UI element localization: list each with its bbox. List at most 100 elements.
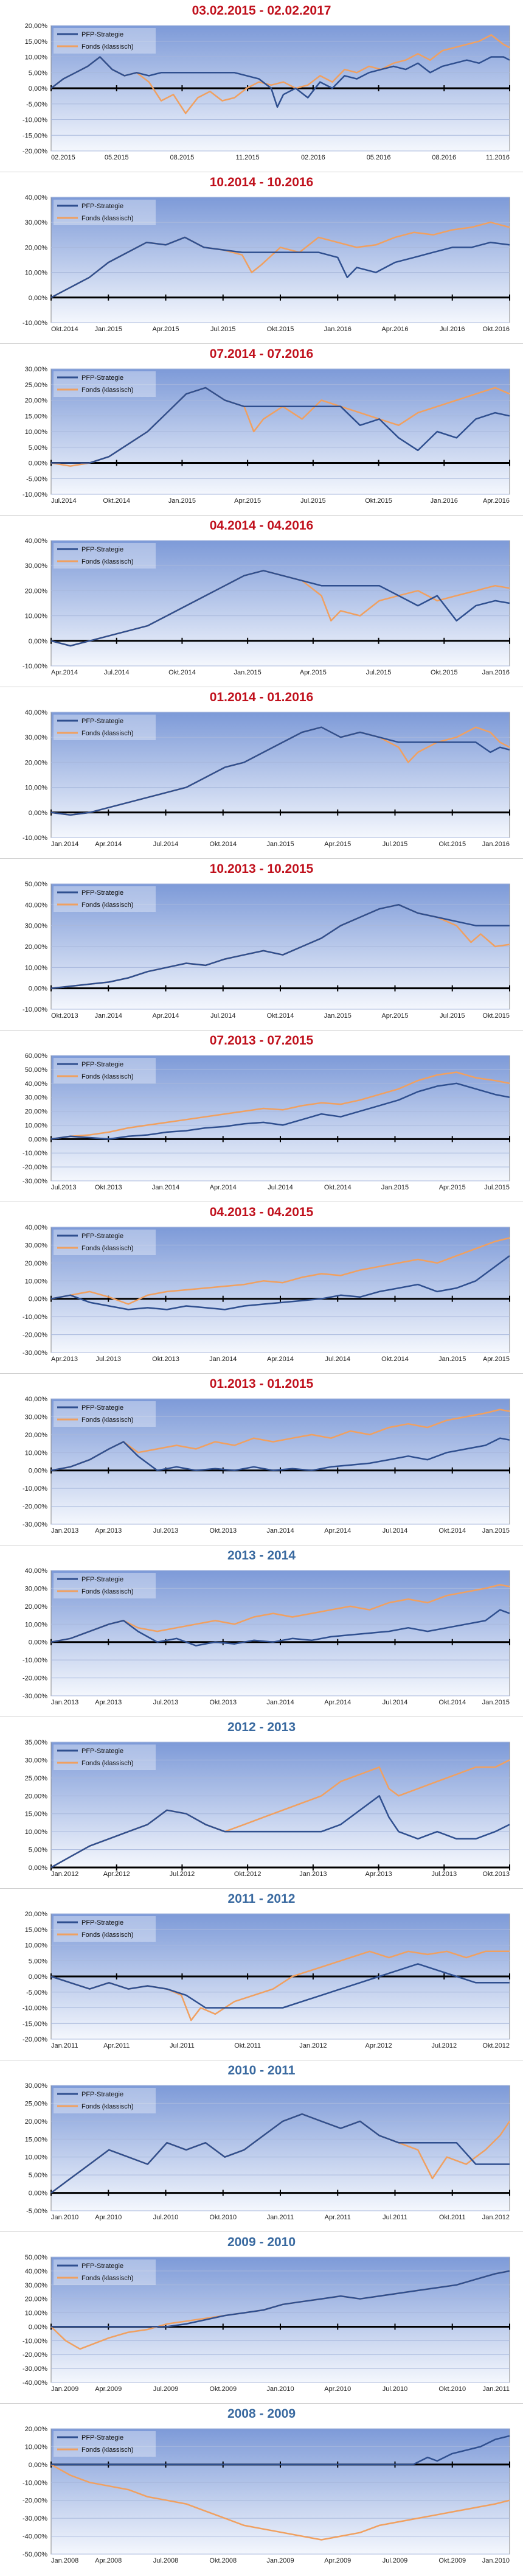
y-tick-label: 30,00% bbox=[25, 1757, 48, 1764]
plot-area bbox=[50, 712, 510, 838]
y-tick-label: -5,00% bbox=[26, 475, 47, 483]
chart-title: 01.2013 - 01.2015 bbox=[209, 1377, 314, 1391]
legend: PFP-Strategie Fonds (klassisch) bbox=[54, 886, 156, 912]
legend-label-fund: Fonds (klassisch) bbox=[81, 2103, 134, 2110]
chart-panel: 01.2013 - 01.2015 40,00% 30,00% 20,00% 10,00… bbox=[0, 1373, 523, 1545]
legend-label-strategy: PFP-Strategie bbox=[81, 203, 123, 210]
x-tick-label: Okt.2011 bbox=[234, 2042, 261, 2049]
x-tick-label: Jan.2011 bbox=[267, 2214, 294, 2221]
legend-label-fund: Fonds (klassisch) bbox=[81, 215, 134, 222]
x-tick-label: Jan.2009 bbox=[51, 2385, 78, 2393]
chart-title: 2008 - 2009 bbox=[227, 2407, 296, 2421]
x-tick-label: Apr.2015 bbox=[483, 1356, 510, 1363]
x-tick-label: Okt.2012 bbox=[234, 1871, 262, 1878]
x-tick-label: Jul.2013 bbox=[51, 1184, 77, 1191]
x-tick-label: Apr.2014 bbox=[152, 1012, 179, 1020]
y-tick-label: 40,00% bbox=[25, 1396, 48, 1403]
y-tick-label: 30,00% bbox=[25, 1413, 48, 1421]
x-tick-label: Jul.2014 bbox=[268, 1184, 293, 1191]
x-tick-label: Jul.2010 bbox=[153, 2214, 179, 2221]
y-tick-label: -10,00% bbox=[23, 1314, 47, 1321]
chart-title: 10.2013 - 10.2015 bbox=[209, 862, 314, 876]
legend-label-fund: Fonds (klassisch) bbox=[81, 43, 134, 51]
y-tick-label: 20,00% bbox=[25, 587, 48, 595]
line-chart: 40,00% 30,00% 20,00% 10,00% 0,00% -10,00% Okt.… bbox=[23, 194, 510, 333]
series-line-strategy bbox=[51, 2270, 510, 2328]
legend-box bbox=[54, 543, 156, 569]
y-tick-label: 30,00% bbox=[25, 923, 48, 930]
legend: PFP-Strategie Fonds (klassisch) bbox=[54, 1230, 156, 1255]
legend-box bbox=[54, 1230, 156, 1255]
legend: PFP-Strategie Fonds (klassisch) bbox=[54, 1573, 156, 1598]
y-tick-label: -10,00% bbox=[23, 2005, 47, 2012]
x-tick-label: Okt.2015 bbox=[438, 841, 466, 848]
x-tick-label: Jan.2013 bbox=[51, 1527, 78, 1535]
panel-divider bbox=[0, 515, 523, 516]
chart-panel: 2012 - 2013 35,00% 30,00% 25,00% 20,00% 15,00… bbox=[0, 1717, 523, 1888]
series-line-strategy bbox=[51, 387, 510, 464]
x-tick-label: Jul.2013 bbox=[153, 1699, 179, 1706]
y-tick-label: -40,00% bbox=[23, 2379, 47, 2387]
y-tick-label: 5,00% bbox=[29, 1847, 47, 1854]
legend-label-fund: Fonds (klassisch) bbox=[81, 558, 134, 565]
x-tick-label: Okt.2014 bbox=[168, 669, 196, 676]
plot-area bbox=[50, 2428, 510, 2555]
y-tick-label: 50,00% bbox=[25, 881, 48, 888]
x-tick-label: Apr.2016 bbox=[381, 326, 408, 333]
y-tick-label: 15,00% bbox=[25, 2136, 48, 2143]
x-tick-label: Apr.2011 bbox=[325, 2214, 351, 2221]
plot-area bbox=[50, 540, 510, 667]
x-tick-label: Okt.2014 bbox=[381, 1356, 409, 1363]
y-tick-label: 20,00% bbox=[25, 244, 48, 251]
y-tick-label: 5,00% bbox=[29, 2172, 47, 2179]
chart-panel: 01.2014 - 01.2016 40,00% 30,00% 20,00% 10,00… bbox=[0, 687, 523, 858]
y-tick-label: -20,00% bbox=[23, 148, 47, 155]
x-tick-label: Apr.2010 bbox=[324, 2385, 351, 2393]
legend-label-strategy: PFP-Strategie bbox=[81, 1748, 123, 1755]
y-tick-label: 0,00% bbox=[29, 1864, 47, 1872]
y-tick-label: 10,00% bbox=[25, 429, 48, 436]
y-tick-label: 10,00% bbox=[25, 1942, 48, 1950]
x-tick-label: Apr.2016 bbox=[483, 497, 510, 505]
legend-label-fund: Fonds (klassisch) bbox=[81, 1760, 134, 1767]
y-tick-label: 0,00% bbox=[29, 638, 47, 645]
y-tick-label: 0,00% bbox=[29, 810, 47, 817]
y-tick-label: 5,00% bbox=[29, 69, 47, 77]
x-tick-label: Okt.2015 bbox=[267, 326, 294, 333]
x-tick-label: Jan.2013 bbox=[299, 1871, 327, 1878]
y-tick-label: 30,00% bbox=[25, 2082, 48, 2090]
x-tick-label: Jan.2015 bbox=[482, 1699, 510, 1706]
x-tick-label: Apr.2011 bbox=[103, 2042, 130, 2049]
y-tick-label: 0,00% bbox=[29, 2190, 47, 2197]
panel-divider bbox=[0, 1888, 523, 1889]
x-tick-label: 11.2015 bbox=[236, 154, 260, 161]
legend-label-strategy: PFP-Strategie bbox=[81, 1061, 123, 1068]
legend-label-fund: Fonds (klassisch) bbox=[81, 2275, 134, 2282]
chart-panel: 04.2014 - 04.2016 40,00% 30,00% 20,00% 10,00… bbox=[0, 515, 523, 687]
x-tick-label: Apr.2008 bbox=[95, 2557, 122, 2564]
x-tick-label: Jan.2010 bbox=[482, 2557, 510, 2564]
series-line-strategy bbox=[50, 1437, 510, 1471]
chart-panel: 04.2013 - 04.2015 40,00% 30,00% 20,00% 10,00… bbox=[0, 1202, 523, 1373]
x-tick-label: Jul.2015 bbox=[440, 1012, 465, 1020]
x-tick-label: Jul.2016 bbox=[440, 326, 465, 333]
x-tick-label: Okt.2012 bbox=[482, 2042, 510, 2049]
chart-panel: 2009 - 2010 50,00% 40,00% 30,00% 20,00% 10,00… bbox=[0, 2231, 523, 2403]
y-tick-label: 20,00% bbox=[25, 2426, 48, 2433]
x-tick-label: Apr.2014 bbox=[210, 1184, 237, 1191]
y-tick-label: -10,00% bbox=[23, 1485, 47, 1493]
x-tick-label: Okt.2016 bbox=[482, 326, 510, 333]
y-tick-label: -30,00% bbox=[23, 1178, 47, 1185]
chart-title: 07.2014 - 07.2016 bbox=[209, 347, 314, 361]
y-tick-label: -20,00% bbox=[23, 1503, 47, 1511]
panel-divider bbox=[0, 858, 523, 859]
legend-box bbox=[54, 1058, 156, 1083]
chart-title: 03.02.2015 - 02.02.2017 bbox=[192, 4, 331, 18]
legend: PFP-Strategie Fonds (klassisch) bbox=[54, 200, 156, 225]
line-chart: 30,00% 25,00% 20,00% 15,00% 10,00% 5,00% 0,00%… bbox=[23, 366, 510, 505]
series-line-fund bbox=[50, 1071, 510, 1140]
legend-label-strategy: PFP-Strategie bbox=[81, 1233, 123, 1240]
y-tick-label: 20,00% bbox=[25, 397, 48, 405]
y-tick-label: 25,00% bbox=[25, 382, 48, 389]
